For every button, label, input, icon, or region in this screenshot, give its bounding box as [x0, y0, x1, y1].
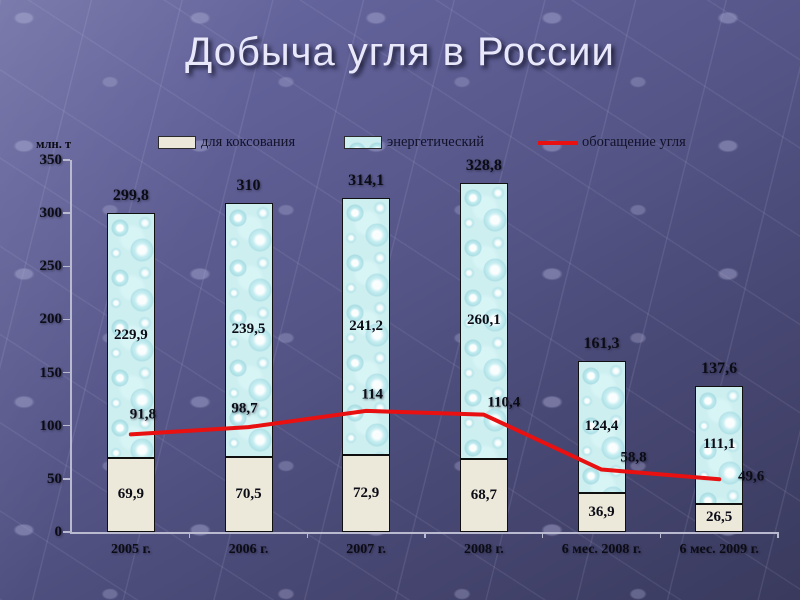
line-value-label: 58,8 — [620, 449, 647, 465]
line-value-label: 91,8 — [129, 406, 156, 423]
y-axis-tick-mark — [63, 478, 70, 480]
chart-plot-area: 0 50 100 150 200 250 300 350 229,9 69,9 299,8 2005 … — [40, 152, 779, 557]
legend-label-energetic: энергетический — [387, 134, 485, 150]
bar-segment-value: 239,5 — [231, 321, 266, 338]
x-axis-label: 6 мес. 2009 г. — [679, 542, 759, 557]
y-axis-label: 0 — [54, 524, 63, 540]
line-value-label: 49,6 — [738, 468, 765, 485]
legend-label-enrichment: обогащение угля — [582, 134, 686, 150]
y-axis-tick-mark — [63, 424, 70, 427]
y-axis-tick-mark — [63, 318, 70, 321]
coking-swatch-icon — [158, 136, 196, 149]
bar-segment-value: 69,9 — [117, 486, 144, 503]
bar-segment-coking: 69,9 — [106, 457, 155, 532]
x-axis-label: 2006 г. — [228, 542, 269, 557]
bar-segment-coking: 36,9 — [577, 492, 626, 532]
trend-line-svg — [128, 408, 722, 482]
legend-item-enrichment: обогащение угля — [538, 133, 686, 152]
line-value-label: 114 — [361, 386, 383, 403]
y-axis-label: 300 — [39, 205, 63, 222]
bar-segment-value: 260,1 — [466, 312, 501, 329]
bar-segment-energetic: 239,5 — [224, 202, 273, 458]
line-value-label: 110,4 — [487, 394, 521, 411]
y-axis-tick-mark — [63, 159, 70, 161]
y-axis-tick-mark — [63, 371, 70, 374]
stacked-bar: 239,5 70,5 — [224, 202, 273, 532]
y-axis-tick-mark — [63, 212, 70, 214]
x-axis-tick-mark — [188, 532, 191, 538]
bar-total-label: 328,8 — [465, 156, 502, 174]
bar-segment-coking: 72,9 — [342, 454, 391, 532]
bar-total-label: 314,1 — [348, 172, 385, 190]
energetic-swatch-icon — [344, 136, 382, 149]
x-axis-label: 2007 г. — [346, 542, 387, 557]
bar-total-label: 161,3 — [583, 334, 620, 352]
x-axis-tick-mark — [306, 532, 309, 538]
bar-segment-value: 72,9 — [353, 484, 380, 501]
stacked-bar: 111,1 26,5 — [695, 385, 744, 532]
x-axis-label: 2005 г. — [110, 542, 151, 557]
bar-segment-value: 241,2 — [349, 317, 384, 334]
y-axis-label: 250 — [39, 258, 63, 275]
line-swatch-icon — [538, 140, 578, 145]
bar-segment-energetic: 124,4 — [577, 360, 626, 493]
x-axis-label: 2008 г. — [463, 542, 504, 557]
y-axis-tick-mark — [63, 265, 70, 268]
trend-line — [128, 408, 722, 482]
line-value-label: 98,7 — [231, 400, 258, 417]
bar-segment-value: 26,5 — [706, 509, 733, 526]
bar-segment-value: 36,9 — [588, 503, 615, 520]
bar-segment-energetic: 111,1 — [695, 385, 744, 504]
x-axis-tick-mark — [777, 532, 779, 538]
bar-segment-value: 229,9 — [113, 327, 148, 344]
legend-item-coking: для коксования — [158, 133, 295, 152]
y-axis-label: 200 — [39, 311, 63, 328]
stacked-bar: 229,9 69,9 — [106, 213, 155, 532]
x-axis-tick-mark — [659, 532, 662, 538]
bar-segment-coking: 68,7 — [459, 458, 508, 532]
stacked-bar: 241,2 72,9 — [342, 198, 391, 532]
y-axis-label: 50 — [47, 470, 62, 487]
bar-segment-energetic: 241,2 — [342, 198, 391, 455]
legend-item-energetic: энергетический — [344, 133, 484, 152]
bar-segment-coking: 70,5 — [224, 457, 273, 532]
x-axis-tick-mark — [541, 532, 544, 538]
x-axis-label: 6 мес. 2008 г. — [561, 542, 642, 557]
bar-total-label: 310 — [236, 176, 261, 194]
bar-segment-coking: 26,5 — [695, 503, 744, 532]
y-axis-label: 150 — [39, 364, 63, 381]
bar-segment-energetic: 260,1 — [459, 182, 508, 459]
x-axis-tick-mark — [424, 532, 426, 538]
bar-total-label: 299,8 — [112, 187, 149, 205]
legend-label-coking: для коксования — [201, 134, 296, 150]
bar-total-label: 137,6 — [701, 359, 738, 377]
y-axis-label: 100 — [39, 417, 63, 434]
y-axis-label: 350 — [39, 152, 63, 168]
y-axis-tick-mark — [63, 531, 70, 533]
stacked-bar: 124,4 36,9 — [577, 360, 626, 532]
bar-segment-value: 68,7 — [470, 486, 497, 503]
slide-title: Добыча угля в России — [185, 30, 615, 74]
y-axis-unit-label: млн. т — [36, 137, 72, 151]
bar-segment-value: 70,5 — [235, 486, 262, 502]
stacked-bar: 260,1 68,7 — [459, 182, 508, 532]
bar-segment-value: 124,4 — [584, 418, 619, 435]
bar-segment-value: 111,1 — [703, 436, 736, 453]
